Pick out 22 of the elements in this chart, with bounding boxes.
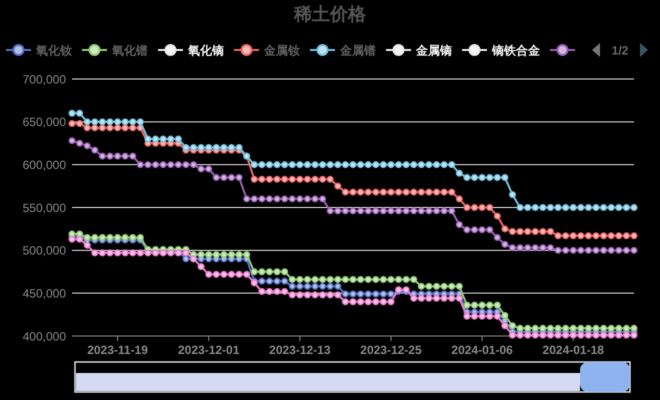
legend-label: 金属镝 — [415, 43, 452, 58]
y-tick-label: 600,000 — [22, 158, 66, 172]
x-tick-label: 2024-01-18 — [542, 343, 604, 357]
x-tick-label: 2023-12-13 — [269, 343, 331, 357]
text: 1/2 — [612, 43, 629, 58]
x-tick-label: 2023-11-19 — [87, 343, 148, 357]
legend-label: 镝铁合金 — [491, 43, 541, 58]
chart-title: 稀土价格 — [293, 4, 367, 24]
x-tick-label: 2023-12-01 — [178, 343, 240, 357]
legend-label: 氧化镨 — [111, 43, 148, 58]
y-tick-label: 400,000 — [22, 329, 66, 344]
y-tick-label: 500,000 — [22, 244, 66, 258]
y-tick-label: 650,000 — [22, 115, 66, 130]
legend-label: 金属钕 — [263, 43, 300, 58]
y-tick-label: 450,000 — [22, 286, 66, 300]
y-tick-label: 700,000 — [22, 72, 66, 86]
y-tick-label: 550,000 — [22, 200, 66, 215]
legend-label: 氧化镝 — [187, 43, 224, 58]
legend-label: 氧化钕 — [35, 43, 72, 58]
x-tick-label: 2023-12-25 — [360, 343, 422, 357]
x-tick-label: 2024-01-06 — [451, 343, 514, 357]
legend-label: 金属镨 — [339, 43, 376, 58]
